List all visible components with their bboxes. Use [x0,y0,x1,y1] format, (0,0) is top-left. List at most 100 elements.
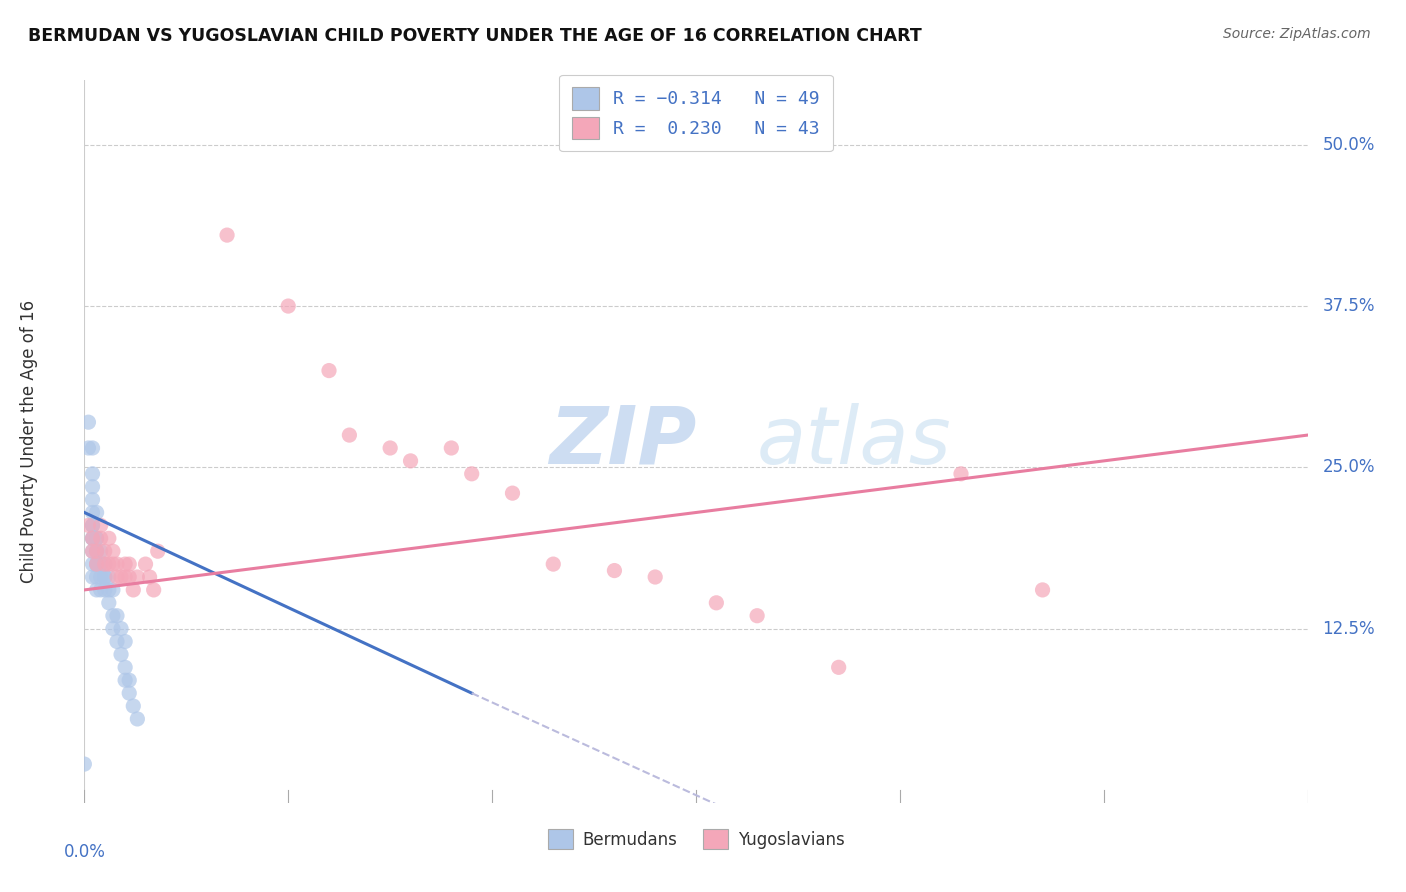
Point [82,531,104,545]
Point [828,660,851,674]
Point [101,622,124,636]
Text: atlas: atlas [758,402,952,481]
Point [114,660,136,674]
Point [90,544,112,558]
Point [82,506,104,520]
Point [90,570,112,584]
Text: 12.5%: 12.5% [1322,620,1375,638]
Point [90,557,112,571]
Point [101,544,124,558]
Text: 25.0%: 25.0% [1322,458,1375,476]
Point [318,363,340,377]
Point [110,648,132,662]
Point [86,582,108,597]
Point [93,557,115,571]
Text: 0.0%: 0.0% [63,843,105,861]
Point [86,544,108,558]
Point [380,441,402,455]
Point [77,518,100,533]
Point [101,582,124,597]
Point [82,467,104,481]
Point [277,299,299,313]
Point [440,441,463,455]
Point [603,564,626,578]
Point [82,544,104,558]
Point [90,582,112,597]
Point [86,506,108,520]
Point [82,531,104,545]
Text: 37.5%: 37.5% [1322,297,1375,315]
Point [86,557,108,571]
Point [399,454,422,468]
Point [118,557,141,571]
Text: 50.0%: 50.0% [1322,136,1375,153]
Point [73,757,96,772]
Point [114,673,136,688]
Point [77,415,100,429]
Point [90,518,112,533]
Point [82,557,104,571]
Point [339,428,361,442]
Point [90,531,112,545]
Point [86,544,108,558]
Point [97,531,120,545]
Point [82,441,104,455]
Text: Child Poverty Under the Age of 16: Child Poverty Under the Age of 16 [20,300,38,583]
Point [93,570,115,584]
Point [543,557,565,571]
Point [127,712,149,726]
Text: BERMUDAN VS YUGOSLAVIAN CHILD POVERTY UNDER THE AGE OF 16 CORRELATION CHART: BERMUDAN VS YUGOSLAVIAN CHILD POVERTY UN… [28,27,922,45]
Legend: Bermudans, Yugoslavians: Bermudans, Yugoslavians [537,819,855,860]
Point [502,486,524,500]
Point [114,557,136,571]
Point [138,570,160,584]
Point [86,544,108,558]
Point [82,492,104,507]
Point [217,228,239,243]
Point [122,582,145,597]
Point [114,570,136,584]
Point [118,570,141,584]
Point [118,673,141,688]
Point [82,480,104,494]
Point [93,582,115,597]
Point [97,557,120,571]
Point [142,582,165,597]
Point [77,441,100,455]
Point [101,557,124,571]
Point [101,608,124,623]
Point [97,570,120,584]
Point [118,686,141,700]
Point [97,582,120,597]
Point [82,531,104,545]
Point [93,557,115,571]
Point [82,544,104,558]
Point [86,531,108,545]
Point [105,634,128,648]
Point [86,531,108,545]
Point [86,557,108,571]
Point [114,634,136,648]
Point [950,467,973,481]
Point [127,570,149,584]
Point [461,467,484,481]
Point [82,518,104,533]
Point [110,570,132,584]
Point [135,557,157,571]
Point [82,518,104,533]
Point [747,608,769,623]
Point [122,699,145,714]
Point [86,557,108,571]
Text: ZIP: ZIP [550,402,696,481]
Point [105,557,128,571]
Point [1032,582,1054,597]
Point [93,570,115,584]
Point [105,570,128,584]
Point [706,596,728,610]
Point [97,596,120,610]
Text: Source: ZipAtlas.com: Source: ZipAtlas.com [1223,27,1371,41]
Point [105,608,128,623]
Point [86,570,108,584]
Point [110,622,132,636]
Point [146,544,169,558]
